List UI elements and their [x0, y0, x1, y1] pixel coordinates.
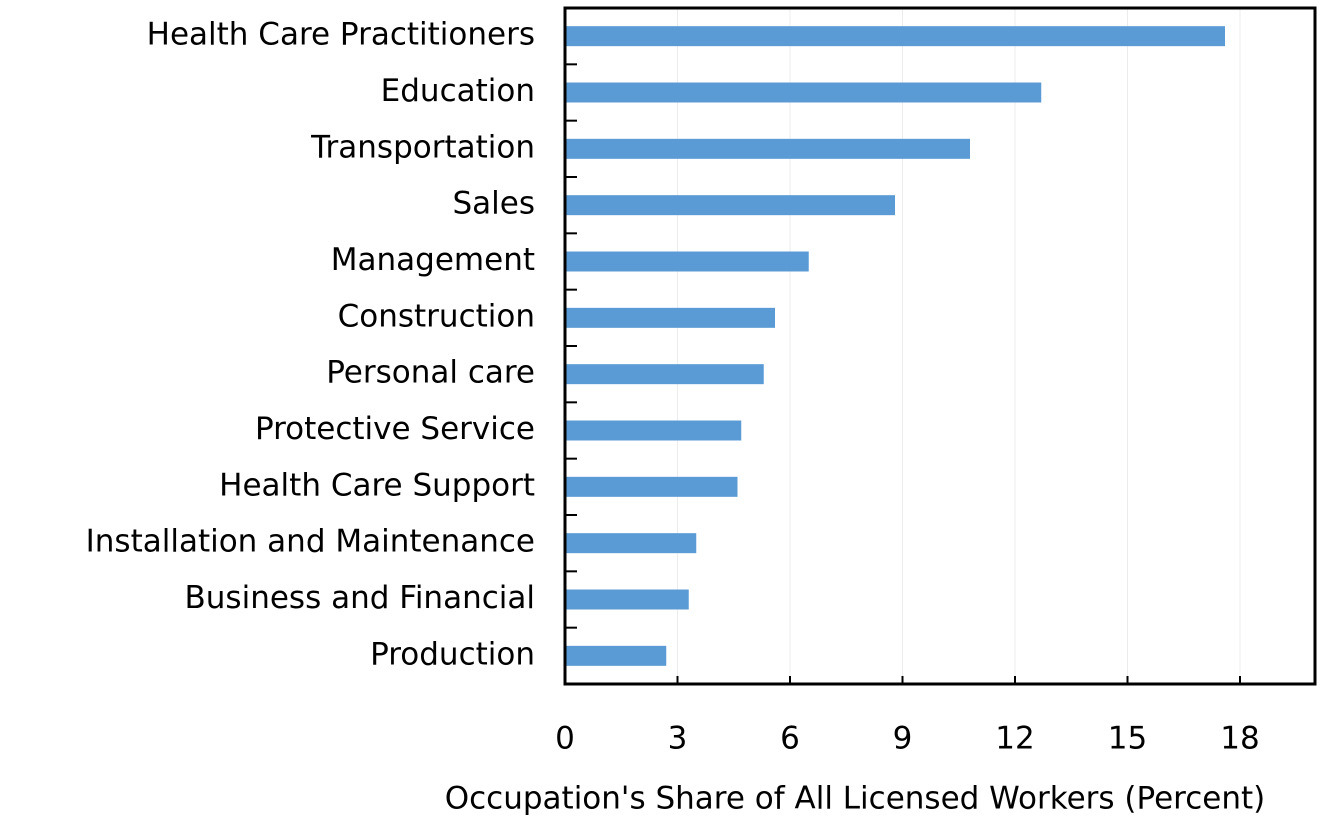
bar	[565, 364, 764, 385]
y-tick-label: Management	[331, 242, 535, 278]
bar	[565, 645, 667, 666]
y-tick-label: Personal care	[326, 355, 535, 391]
x-tick-label: 3	[668, 721, 688, 757]
plot-frame	[563, 6, 1317, 686]
y-tick-label: Transportation	[310, 129, 535, 165]
bar	[565, 476, 738, 497]
x-tick-label: 0	[555, 721, 575, 757]
bar	[565, 195, 895, 216]
x-tick-label: 15	[1108, 721, 1147, 757]
bar	[565, 26, 1225, 47]
y-tick-label: Production	[370, 636, 535, 672]
y-tick-label: Construction	[338, 298, 535, 334]
y-tick-label: Health Care Support	[219, 467, 535, 503]
bar	[565, 138, 970, 159]
x-tick-label: 9	[893, 721, 913, 757]
x-tick-label: 12	[995, 721, 1034, 757]
bar	[565, 82, 1042, 103]
y-tick-label: Health Care Practitioners	[147, 17, 535, 53]
x-axis-title: Occupation's Share of All Licensed Worke…	[445, 781, 1266, 817]
y-tick-label: Sales	[452, 186, 535, 222]
bar	[565, 251, 809, 272]
bar	[565, 589, 689, 610]
y-tick-label: Installation and Maintenance	[86, 524, 535, 560]
bar	[565, 420, 742, 441]
y-tick-label: Protective Service	[255, 411, 535, 447]
y-tick-label: Business and Financial	[185, 580, 535, 616]
x-tick-label: 18	[1220, 721, 1259, 757]
bar	[565, 307, 775, 328]
bar	[565, 533, 697, 554]
y-tick-label: Education	[381, 73, 535, 109]
x-tick-label: 6	[780, 721, 800, 757]
